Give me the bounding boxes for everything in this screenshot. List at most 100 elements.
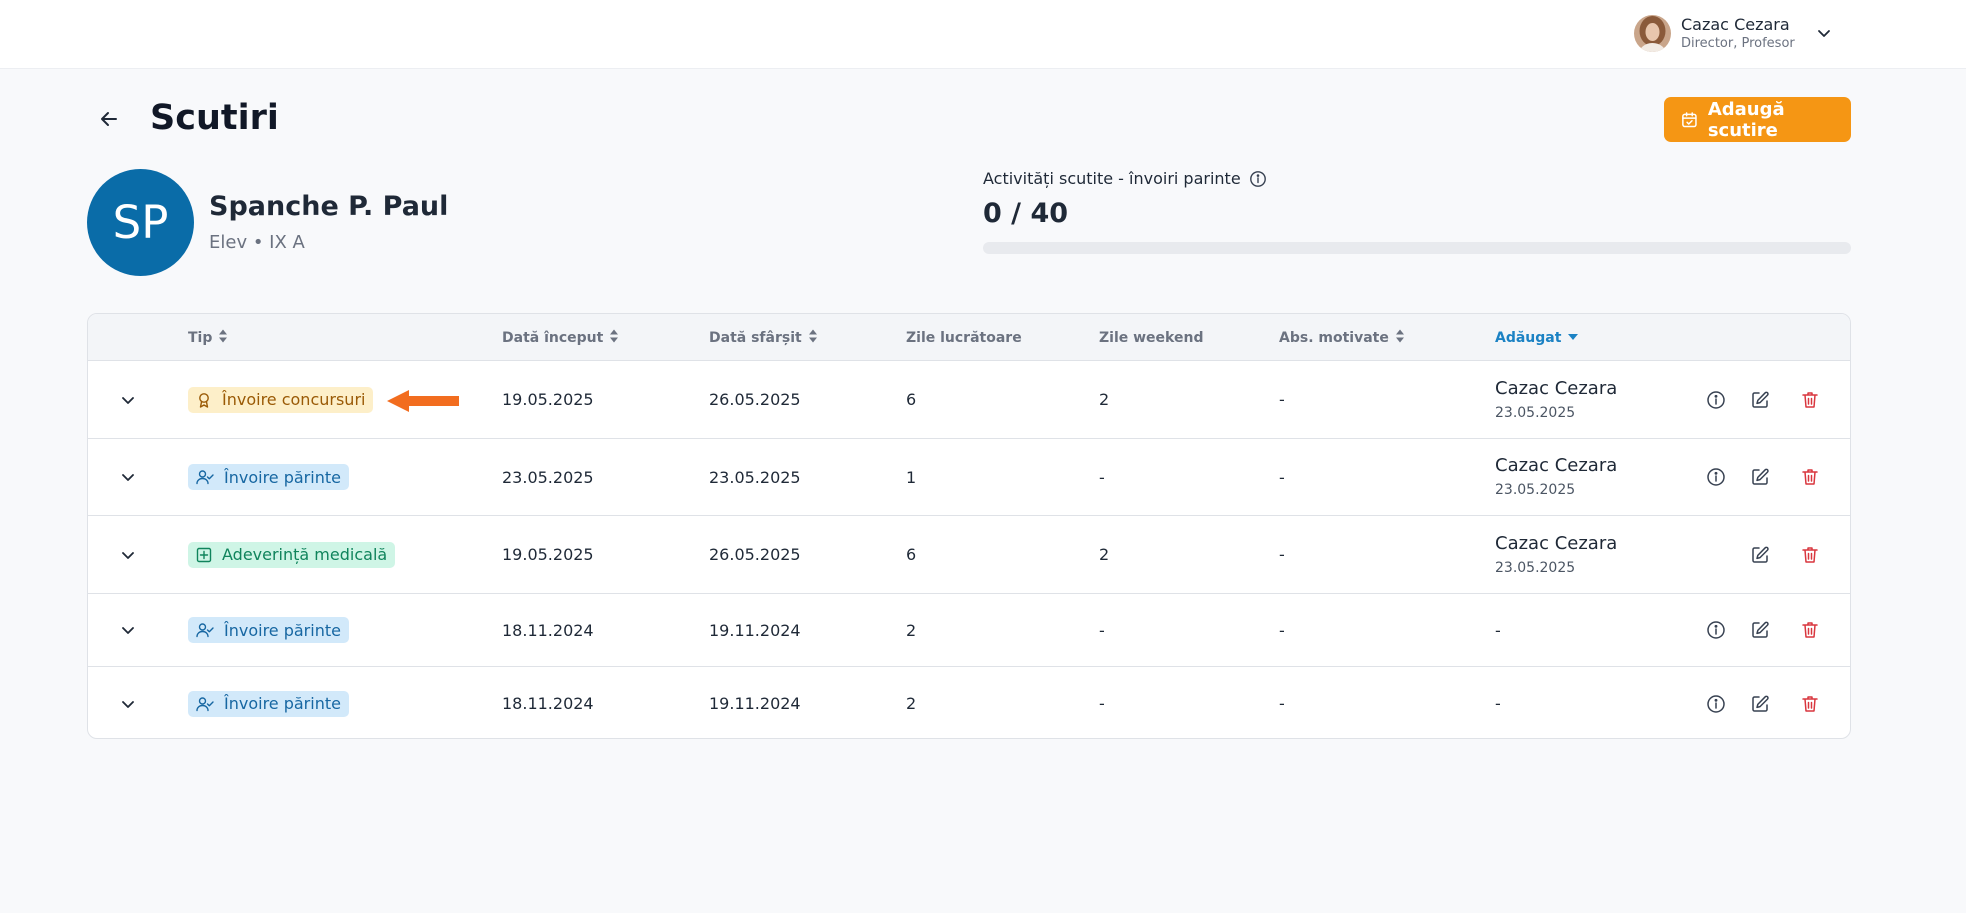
cell-type: Învoire părinte (188, 594, 349, 666)
exemptions-table: Tip Dată început Dată sfârșit Zile lucrătoa… (87, 313, 1851, 739)
trash-icon[interactable] (1800, 390, 1820, 410)
edit-icon[interactable] (1750, 545, 1770, 565)
cell-weekend: - (1099, 620, 1105, 640)
info-icon[interactable] (1706, 620, 1726, 640)
edit-icon[interactable] (1750, 390, 1770, 410)
info-icon[interactable] (1706, 694, 1726, 714)
student-avatar: SP (87, 169, 194, 276)
arrow-left-icon[interactable] (96, 106, 122, 132)
cell-weekend: - (1099, 694, 1105, 713)
type-badge: Învoire concursuri (188, 386, 374, 413)
added-date: 23.05.2025 (1495, 404, 1576, 421)
column-header-abs[interactable]: Abs. motivate (1279, 314, 1405, 361)
type-badge: Învoire părinte (188, 464, 349, 490)
user-menu[interactable]: Cazac Cezara Director, Profesor (1634, 13, 1830, 53)
cell-added: - (1495, 667, 1501, 738)
user-check-icon (196, 696, 219, 712)
type-badge-label: Învoire concursuri (222, 390, 366, 409)
trash-icon[interactable] (1800, 467, 1820, 487)
sort-icon (609, 328, 619, 348)
user-check-icon (196, 469, 219, 485)
sort-icon (808, 328, 818, 348)
edit-icon[interactable] (1750, 694, 1770, 714)
chevron-down-icon[interactable] (118, 467, 138, 487)
column-header-start[interactable]: Dată început (502, 314, 619, 361)
chevron-down-icon[interactable] (1814, 23, 1834, 43)
added-by: - (1495, 694, 1501, 713)
cell-type: Învoire părinte (188, 439, 349, 515)
user-name: Cazac Cezara (1681, 14, 1790, 34)
edit-icon[interactable] (1750, 467, 1770, 487)
chevron-down-icon[interactable] (118, 390, 138, 410)
column-header-label: Zile weekend (1099, 329, 1204, 346)
chevron-down-icon[interactable] (118, 694, 138, 714)
added-date: 23.05.2025 (1495, 559, 1576, 576)
cell-start: 19.05.2025 (502, 545, 594, 564)
cell-workdays: 2 (906, 694, 917, 713)
user-avatar (1634, 14, 1671, 52)
cell-added: Cazac Cezara 23.05.2025 (1495, 516, 1617, 593)
add-exemption-button[interactable]: Adaugă scutire (1664, 97, 1851, 142)
added-date: 23.05.2025 (1495, 482, 1576, 498)
cell-end: 26.05.2025 (709, 545, 801, 564)
added-by: Cazac Cezara (1495, 455, 1618, 476)
column-header-label: Zile lucrătoare (906, 329, 1022, 346)
trash-icon[interactable] (1800, 545, 1820, 565)
top-bar: Cazac Cezara Director, Profesor (0, 0, 1966, 69)
type-badge: Învoire părinte (188, 690, 349, 717)
chevron-down-icon[interactable] (118, 545, 138, 565)
cell-weekend: 2 (1099, 390, 1110, 409)
cell-type: Învoire concursuri (188, 361, 374, 438)
cell-abs: - (1279, 694, 1285, 713)
user-info: Cazac Cezara Director, Profesor (1681, 15, 1795, 52)
column-header-label: Dată sfârșit (709, 329, 802, 346)
column-header-label: Tip (188, 329, 213, 346)
cell-added: - (1495, 594, 1501, 666)
cell-start: 18.11.2024 (502, 694, 594, 713)
column-header-end[interactable]: Dată sfârșit (709, 314, 818, 361)
type-badge: Adeverință medicală (188, 541, 396, 568)
sort-icon (218, 328, 228, 348)
info-icon[interactable] (1706, 390, 1726, 410)
cell-abs: - (1279, 545, 1285, 564)
type-badge-label: Adeverință medicală (222, 545, 388, 564)
column-header-weekend: Zile weekend (1099, 314, 1203, 361)
cell-type: Adeverință medicală (188, 516, 396, 593)
page-title: Scutiri (150, 98, 279, 138)
type-badge-label: Învoire părinte (224, 467, 341, 487)
trash-icon[interactable] (1800, 620, 1820, 640)
column-header-label: Dată început (502, 329, 604, 346)
sort-icon (1395, 328, 1405, 348)
cell-workdays: 2 (906, 620, 917, 640)
added-by: Cazac Cezara (1495, 532, 1618, 554)
cell-start: 19.05.2025 (502, 390, 594, 409)
column-header-added[interactable]: Adăugat (1495, 314, 1579, 361)
cell-added: Cazac Cezara 23.05.2025 (1495, 361, 1617, 438)
column-header-label: Adăugat (1495, 329, 1562, 346)
added-by: Cazac Cezara (1495, 377, 1618, 399)
cell-end: 19.11.2024 (709, 620, 801, 640)
table-row: Învoire părinte 18.11.2024 19.11.2024 2 - - - (88, 594, 1850, 667)
column-header-label: Abs. motivate (1279, 329, 1389, 346)
quota-label: Activități scutite - învoiri parinte (983, 167, 1267, 191)
orange-arrow-left-icon (387, 390, 459, 412)
column-header-workdays: Zile lucrătoare (906, 314, 1022, 361)
cell-added: Cazac Cezara 23.05.2025 (1495, 439, 1617, 515)
table-row: Învoire concursuri 19.05.2025 26.05.2025 6 2… (88, 361, 1850, 439)
column-header-tip[interactable]: Tip (188, 314, 228, 361)
cell-workdays: 1 (906, 467, 917, 487)
cell-weekend: 2 (1099, 545, 1110, 564)
type-badge-label: Învoire părinte (224, 694, 341, 713)
add-exemption-label: Adaugă scutire (1707, 98, 1785, 141)
table-row: Învoire părinte 23.05.2025 23.05.2025 1 - - Ca… (88, 439, 1850, 516)
edit-icon[interactable] (1750, 620, 1770, 640)
added-by: - (1495, 620, 1501, 640)
info-icon[interactable] (1249, 170, 1267, 188)
info-icon[interactable] (1706, 467, 1726, 487)
cell-weekend: - (1099, 467, 1105, 487)
table-row: Adeverință medicală 19.05.2025 26.05.2025 6… (88, 516, 1850, 594)
cell-workdays: 6 (906, 390, 917, 409)
cell-abs: - (1279, 620, 1285, 640)
chevron-down-icon[interactable] (118, 620, 138, 640)
trash-icon[interactable] (1800, 694, 1820, 714)
